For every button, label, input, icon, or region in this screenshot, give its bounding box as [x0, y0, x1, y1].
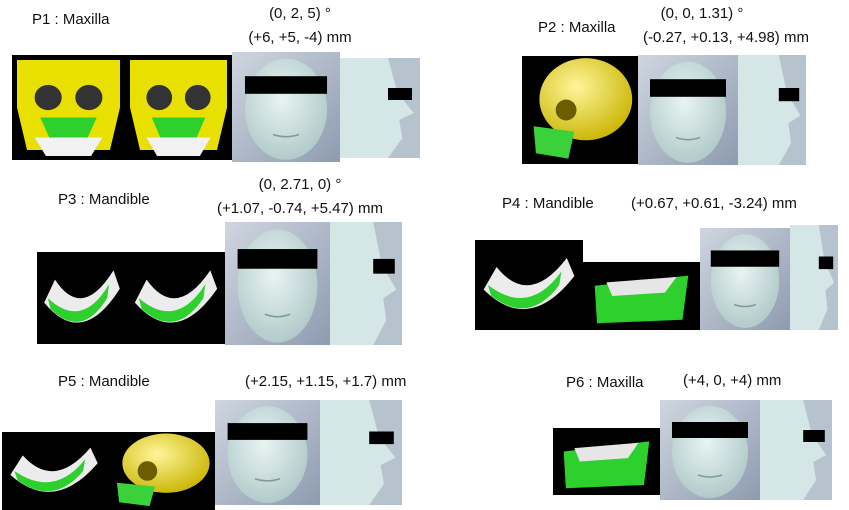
translation: (-0.27, +0.13, +4.98) mm	[643, 29, 809, 46]
mandible	[34, 137, 103, 156]
orbit	[137, 461, 158, 481]
bone-highlight	[606, 276, 677, 296]
translation: (+1.07, -0.74, +5.47) mm	[217, 200, 383, 217]
face-front	[215, 400, 320, 505]
skull-render	[127, 252, 225, 344]
cranium	[539, 58, 633, 141]
eye-mask	[373, 258, 395, 274]
face-front	[638, 55, 738, 165]
skull-render	[553, 428, 660, 495]
skull-render	[475, 240, 583, 330]
profile	[320, 400, 396, 505]
face-side	[790, 225, 838, 330]
eye-mask	[818, 256, 834, 270]
cranium	[17, 60, 120, 150]
orbit	[75, 84, 103, 111]
panel-label: P3 : Mandible	[58, 191, 150, 208]
panel-label: P1 : Maxilla	[32, 11, 110, 28]
eye-mask	[244, 76, 328, 94]
skull-render	[522, 56, 638, 164]
cranium	[122, 433, 210, 493]
rotation: (0, 2.71, 0) °	[259, 176, 342, 193]
panel-label: P6 : Maxilla	[566, 374, 644, 391]
panel-texts: P1 : Maxilla (0, 2, 5) ° (+6, +5, -4) mm…	[32, 5, 809, 391]
skull-render	[2, 432, 106, 510]
skull-render	[106, 432, 215, 510]
orbit	[146, 84, 173, 111]
face-front	[232, 52, 340, 162]
skull-render	[37, 252, 127, 344]
overlay	[47, 284, 109, 322]
orbit	[34, 84, 62, 111]
eye-mask	[778, 88, 800, 102]
mouth	[254, 478, 281, 482]
face-front	[700, 228, 790, 330]
translation: (+6, +5, -4) mm	[248, 29, 351, 46]
face	[244, 58, 328, 160]
profile	[330, 222, 397, 345]
skull-render	[12, 55, 125, 160]
maxilla	[40, 117, 97, 143]
eye-mask	[672, 422, 748, 438]
jaw	[116, 482, 156, 507]
panel-label: P5 : Mandible	[58, 373, 150, 390]
face	[227, 406, 308, 503]
eye-mask	[650, 79, 726, 97]
face-side	[330, 222, 402, 345]
orbit	[184, 84, 211, 111]
overlay	[138, 284, 206, 322]
mouth	[264, 313, 291, 318]
jaw	[533, 126, 575, 159]
cranium	[130, 60, 227, 150]
translation: (+4, 0, +4) mm	[683, 372, 781, 389]
face-front	[225, 222, 330, 345]
rotation: (0, 0, 1.31) °	[661, 5, 744, 22]
mouth	[733, 303, 757, 308]
maxilla	[151, 117, 206, 143]
rotation: (0, 2, 5) °	[269, 5, 331, 22]
eye-mask	[388, 88, 412, 100]
mandible	[146, 137, 211, 156]
mouth	[675, 136, 701, 141]
profile	[790, 225, 835, 330]
panel-label: P4 : Mandible	[502, 195, 594, 212]
overlay	[14, 459, 86, 492]
face-front	[660, 400, 760, 500]
profile	[738, 55, 801, 165]
face-side	[760, 400, 832, 500]
eye-mask	[237, 249, 318, 269]
translation: (+2.15, +1.15, +1.7) mm	[245, 373, 406, 390]
translation: (+0.67, +0.61, -3.24) mm	[631, 195, 797, 212]
eye-mask	[227, 423, 308, 440]
mouth	[272, 133, 300, 138]
face	[237, 229, 318, 343]
eye-mask	[369, 431, 394, 445]
face	[710, 234, 780, 328]
orbit	[555, 99, 577, 121]
profile	[760, 400, 827, 500]
profile	[340, 58, 414, 158]
skull-render	[583, 262, 700, 330]
panel-label: P2 : Maxilla	[538, 19, 616, 36]
eye-mask	[710, 250, 780, 267]
face	[672, 406, 748, 498]
eye-mask	[803, 430, 825, 442]
face-side	[340, 58, 420, 158]
overlay	[487, 271, 562, 309]
mouth	[697, 474, 723, 478]
bone-highlight	[574, 442, 639, 462]
face-side	[320, 400, 402, 505]
face	[650, 61, 726, 163]
face-side	[738, 55, 806, 165]
skull-render	[125, 55, 232, 160]
